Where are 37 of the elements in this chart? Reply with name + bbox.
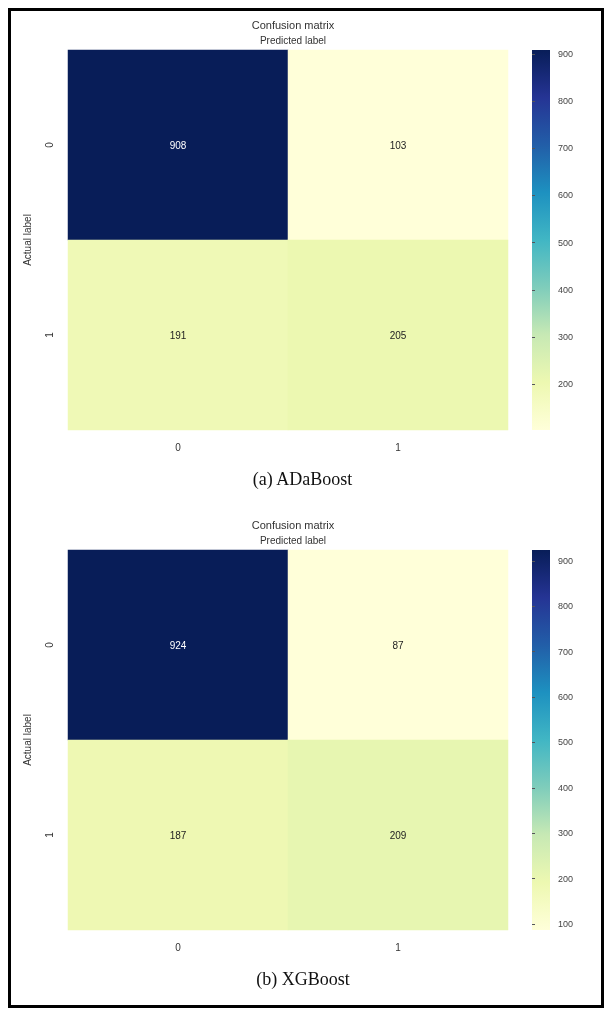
color-bar-label: 600 <box>558 692 574 703</box>
y-axis-title: Actual label <box>21 714 33 766</box>
text: (a) ADaBoost <box>252 469 353 490</box>
color-bar-label: 800 <box>558 95 574 106</box>
data-label: 191 <box>169 329 187 341</box>
color-bar-label: 100 <box>558 919 574 930</box>
color-bar-label: 700 <box>558 646 574 657</box>
y-axis-title: Actual label <box>21 214 33 266</box>
y-tick-label: 1 <box>43 331 55 338</box>
x-axis-title: Predicted label <box>259 534 327 546</box>
color-bar-label: 500 <box>558 237 574 248</box>
data-label: 924 <box>169 639 187 651</box>
color-bar-label: 900 <box>558 48 574 59</box>
y-tick-label: 0 <box>43 641 55 648</box>
color-bar-label: 500 <box>558 737 574 748</box>
chart-title: Confusion matrix <box>251 18 335 31</box>
data-label: 103 <box>389 139 407 151</box>
color-bar-label: 900 <box>558 555 574 566</box>
color-bar-label: 800 <box>558 601 574 612</box>
data-label: 209 <box>389 829 407 841</box>
data-label: 187 <box>169 829 187 841</box>
color-bar-label: 400 <box>558 284 574 295</box>
y-tick-label: 1 <box>43 831 55 838</box>
color-bar-label: 200 <box>558 873 574 884</box>
color-bar-label: 300 <box>558 332 574 343</box>
data-label: 87 <box>392 639 404 651</box>
color-bar-label: 600 <box>558 190 574 201</box>
color-bar-label: 400 <box>558 782 574 793</box>
data-label: 908 <box>169 139 187 151</box>
data-label: 205 <box>389 329 407 341</box>
text: (b) XGBoost <box>256 969 350 990</box>
color-bar-label: 300 <box>558 828 574 839</box>
y-tick-label: 0 <box>43 141 55 148</box>
color-bar-label: 200 <box>558 379 574 390</box>
chart-title: Confusion matrix <box>251 518 335 531</box>
x-axis-title: Predicted label <box>259 34 327 46</box>
color-bar-label: 700 <box>558 143 574 154</box>
